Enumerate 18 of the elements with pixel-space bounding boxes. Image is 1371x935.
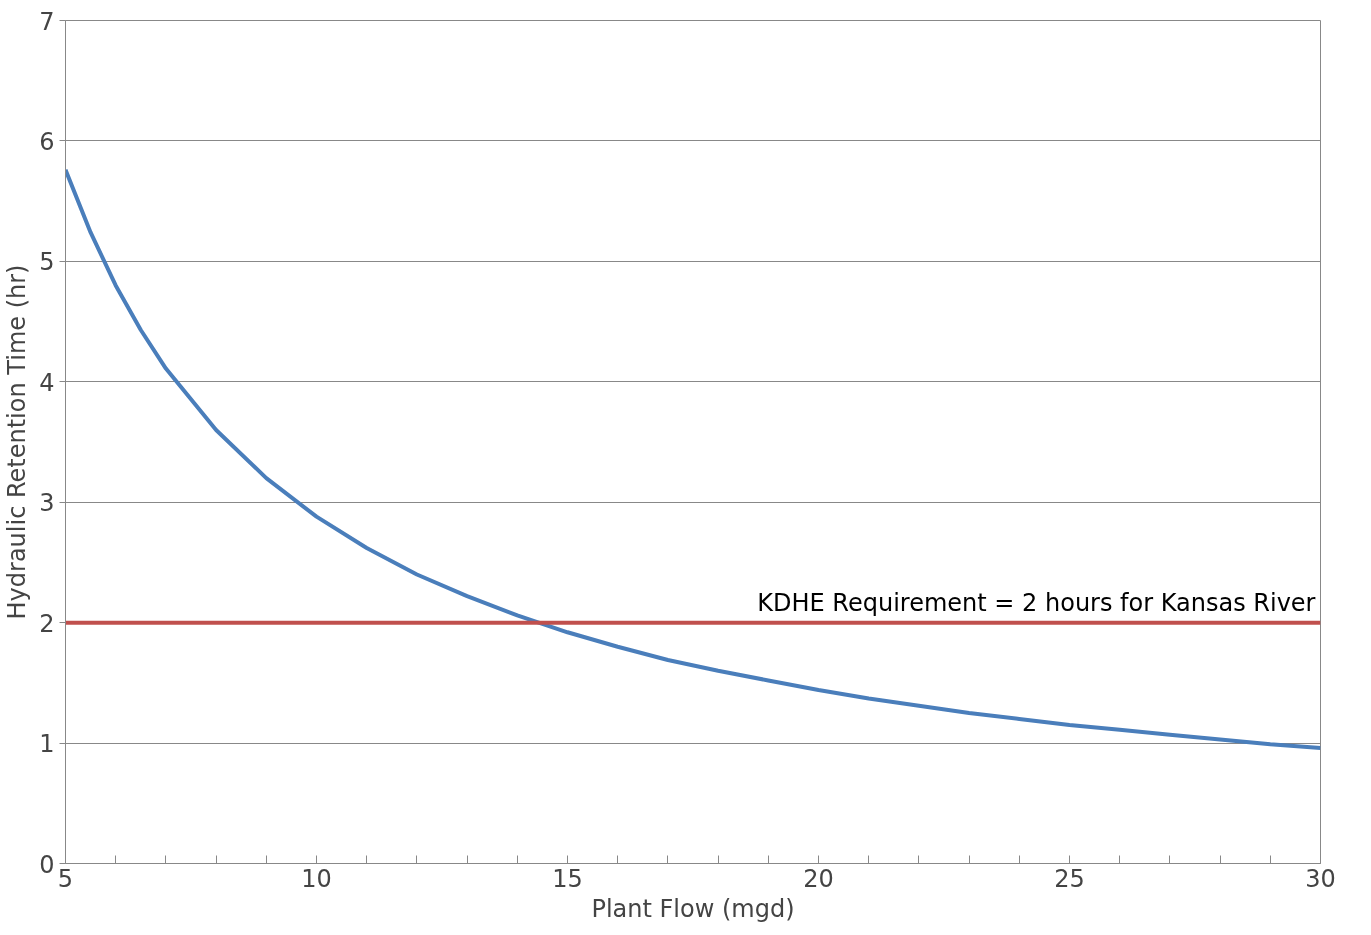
x-tick-label: 15 [552, 864, 583, 893]
y-tick-label: 4 [39, 368, 55, 397]
line-series [65, 167, 1321, 750]
x-tick-label: 5 [57, 864, 74, 893]
x-tick-label: 10 [301, 864, 332, 893]
y-tick-label: 1 [39, 730, 55, 759]
y-tick-label: 6 [39, 127, 55, 156]
y-tick-label: 5 [39, 248, 55, 277]
y-tick-label: 2 [39, 609, 55, 638]
x-tick-label: 25 [1054, 864, 1085, 893]
y-tick-label: 7 [39, 7, 55, 36]
ref-line-label: KDHE Requirement = 2 hours for Kansas River [757, 588, 1316, 617]
y-tick-label: 0 [39, 850, 55, 879]
x-tick-label: 20 [803, 864, 834, 893]
y-tick-label: 3 [39, 489, 55, 518]
x-axis-title: Plant Flow (mgd) [591, 894, 795, 923]
x-tick-label: 30 [1305, 864, 1336, 893]
y-axis-title: Hydraulic Retention Time (hr) [3, 264, 32, 620]
